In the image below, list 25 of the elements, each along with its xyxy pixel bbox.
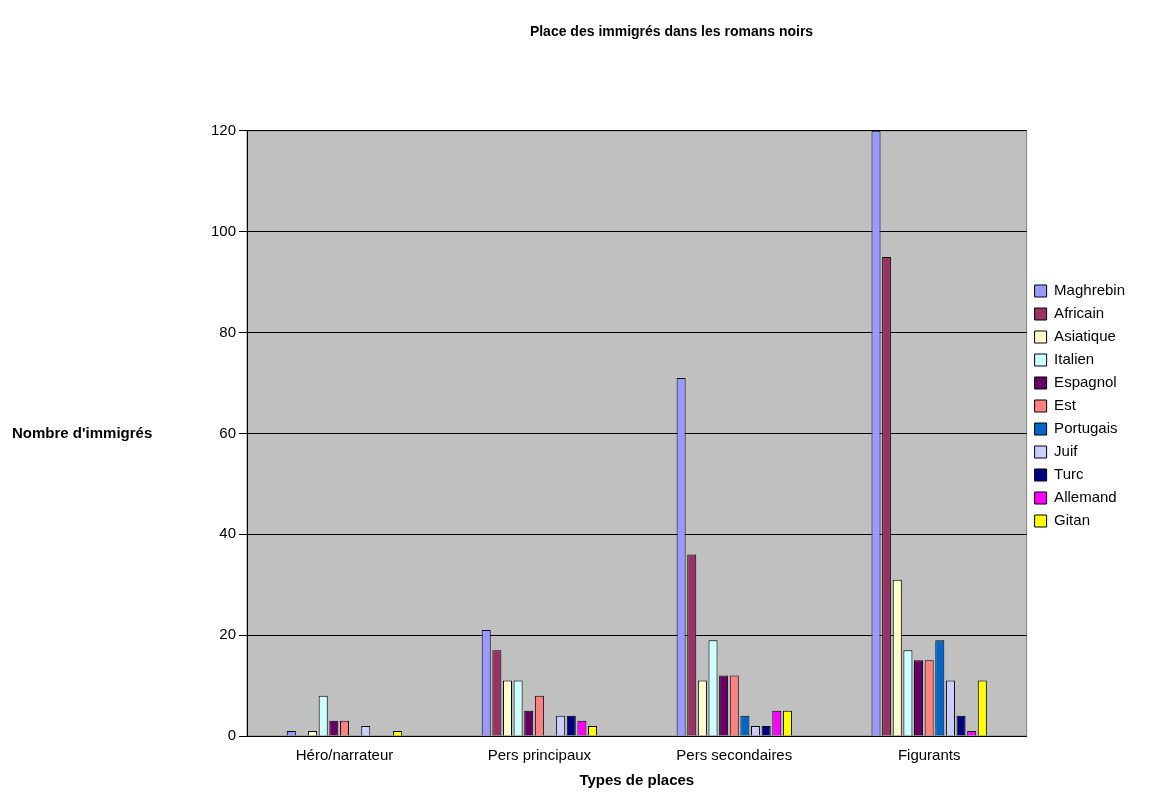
legend-label: Maghrebin	[1054, 281, 1126, 299]
x-tick-label: Pers principaux	[487, 746, 592, 764]
legend-label: Est	[1054, 396, 1077, 414]
x-tick-label: Héro/narrateur	[295, 746, 394, 764]
legend-label: Allemand	[1054, 488, 1117, 506]
y-tick-label: 60	[219, 423, 237, 441]
y-tick-label: 80	[219, 322, 237, 340]
legend-label: Asiatique	[1054, 327, 1116, 345]
y-tick-label: 40	[219, 524, 237, 542]
legend-label: Turc	[1054, 465, 1085, 483]
y-tick-label: 20	[219, 625, 237, 643]
legend-label: Africain	[1054, 304, 1105, 322]
legend-label: Gitan	[1054, 511, 1090, 529]
chart-title: Place des immigrés dans les romans noirs	[529, 23, 814, 40]
y-tick-label: 100	[211, 221, 237, 239]
x-axis-title: Types de places	[579, 771, 695, 789]
legend-label: Italien	[1054, 350, 1095, 368]
legend-label: Espagnol	[1054, 373, 1117, 391]
x-tick-label: Pers secondaires	[676, 746, 793, 764]
x-tick-label: Figurants	[897, 746, 961, 764]
y-tick-label: 0	[227, 726, 237, 744]
legend-label: Juif	[1054, 442, 1079, 460]
y-axis-title: Nombre d'immigrés	[12, 423, 153, 441]
legend-label: Portugais	[1054, 419, 1118, 437]
y-tick-label: 120	[211, 120, 237, 138]
